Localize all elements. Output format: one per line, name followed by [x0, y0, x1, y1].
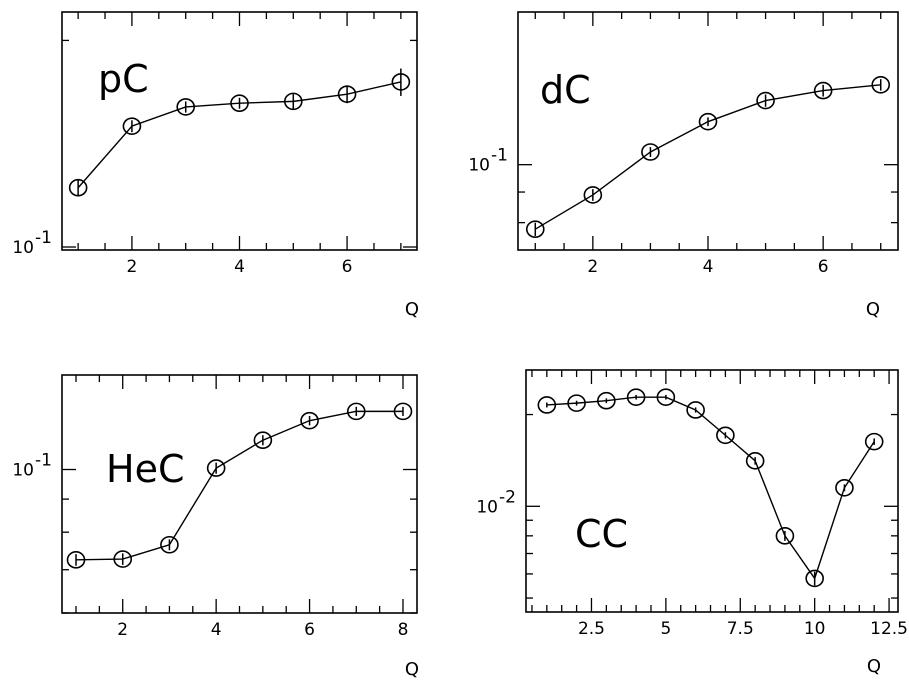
- data-point: [283, 92, 303, 111]
- data-point: [537, 396, 557, 414]
- data-point: [68, 178, 88, 197]
- x-axis-title: Q: [866, 299, 880, 320]
- x-tick-label: 6: [342, 257, 353, 277]
- data-point: [113, 550, 133, 568]
- x-tick-label: 6: [304, 620, 315, 640]
- data-point: [393, 402, 413, 421]
- x-tick-label: 12.5: [870, 619, 908, 639]
- data-point: [253, 431, 273, 449]
- data-point: [525, 220, 545, 239]
- x-tick-label: 2: [587, 257, 598, 277]
- data-point: [160, 535, 179, 554]
- data-point: [597, 391, 616, 410]
- x-tick-label: 8: [398, 620, 409, 640]
- panel-title: CC: [575, 512, 628, 556]
- data-point: [656, 388, 676, 406]
- y-tick-label: 10: [12, 238, 34, 258]
- x-tick-label: 4: [234, 257, 245, 277]
- x-tick-label: 2.5: [578, 619, 605, 639]
- data-point: [567, 394, 586, 412]
- data-point: [230, 94, 249, 113]
- x-tick-label: 5: [660, 619, 671, 639]
- data-point: [300, 411, 319, 430]
- data-point: [641, 143, 660, 161]
- x-axis-title: Q: [405, 659, 419, 680]
- x-axis-title: Q: [405, 299, 419, 320]
- data-point: [583, 186, 603, 204]
- panel-title: dC: [540, 68, 591, 112]
- data-point: [346, 402, 366, 421]
- series-line: [546, 396, 875, 580]
- y-tick-label-exponent: -1: [35, 228, 52, 248]
- y-tick-label: 10: [476, 497, 498, 517]
- x-tick-label: 4: [211, 620, 222, 640]
- data-point: [391, 73, 411, 91]
- y-tick-label: 10: [12, 461, 34, 481]
- data-point: [686, 401, 705, 419]
- panel-title: HeC: [106, 447, 185, 491]
- y-tick-label-exponent: -2: [499, 487, 516, 507]
- plot-frame: [525, 369, 899, 613]
- data-point: [813, 81, 833, 100]
- data-point: [756, 91, 775, 110]
- x-tick-label: 6: [818, 257, 829, 277]
- data-point: [835, 478, 854, 497]
- panel-dC: 2 4 6 Q 10 -1 dC: [468, 11, 899, 320]
- y-tick-label-exponent: -1: [491, 146, 508, 166]
- data-point: [775, 527, 795, 545]
- panel-HeC: 2 4 6 8 Q 10 -1 HeC: [12, 374, 419, 680]
- data-point: [66, 551, 86, 569]
- plot-frame: [517, 11, 899, 251]
- data-point: [206, 459, 226, 477]
- panel-pC: 2 4 6 Q 10 -1 pC: [12, 11, 419, 320]
- data-point: [864, 432, 884, 451]
- y-tick-label-exponent: -1: [35, 451, 52, 471]
- x-tick-label: 10: [804, 619, 826, 639]
- x-tick-label: 7.5: [727, 619, 754, 639]
- x-axis-title: Q: [867, 656, 881, 677]
- x-tick-label: 2: [117, 620, 128, 640]
- data-point: [337, 85, 357, 103]
- x-tick-label: 4: [703, 257, 714, 277]
- data-point: [745, 452, 765, 470]
- x-tick-label: 2: [127, 257, 138, 277]
- data-point: [805, 569, 824, 588]
- panel-title: pC: [98, 57, 149, 101]
- data-point: [626, 388, 646, 406]
- data-point: [176, 98, 196, 116]
- plot-frame: [61, 11, 418, 251]
- data-point: [871, 76, 891, 94]
- data-point: [122, 117, 142, 135]
- data-point: [698, 112, 718, 131]
- y-tick-label: 10: [468, 156, 490, 176]
- data-point: [716, 426, 735, 445]
